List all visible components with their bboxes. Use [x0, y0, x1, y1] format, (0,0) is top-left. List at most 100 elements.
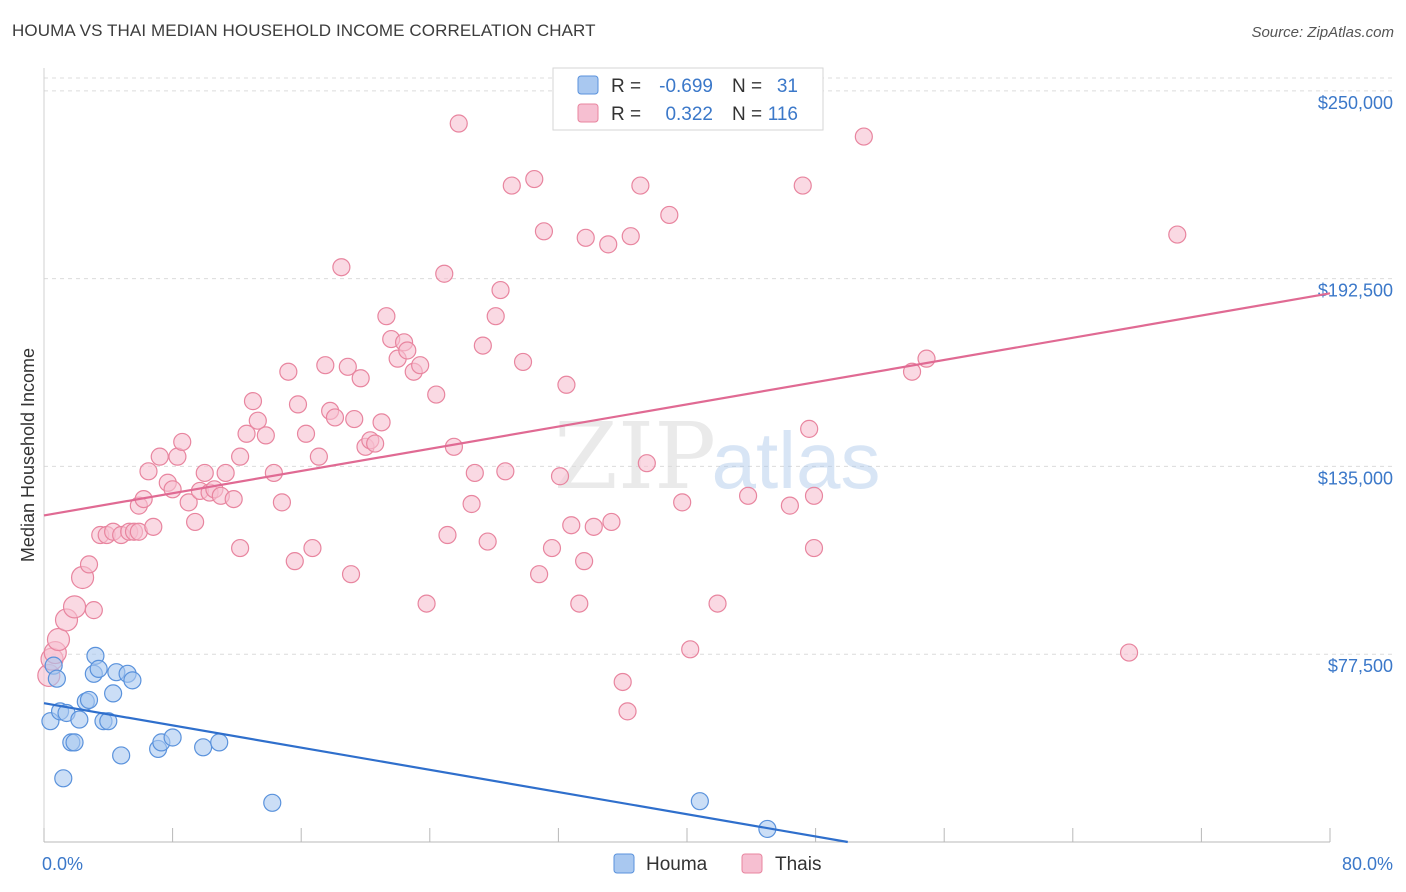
thais-point: [444, 437, 464, 456]
houma-point: [47, 669, 66, 688]
thais-point: [602, 512, 621, 532]
thais-point: [79, 555, 99, 574]
thais-point: [673, 493, 692, 512]
thais-point: [800, 419, 819, 438]
thais-point: [325, 408, 345, 427]
thais-point: [427, 385, 446, 404]
houma-point: [194, 738, 213, 757]
thais-point: [237, 424, 256, 443]
thais-point: [575, 552, 594, 571]
y-axis-label: Median Household Income: [18, 348, 38, 562]
thais-point: [195, 463, 214, 483]
legend: R = -0.699 N = 31 R = 0.322 N = 116: [552, 67, 824, 131]
houma-trend-line: [43, 702, 848, 844]
thais-point: [584, 517, 603, 536]
thais-trend-line: [43, 292, 1331, 517]
thais-point: [338, 357, 357, 376]
thais-point: [570, 594, 589, 613]
thais-point: [150, 447, 169, 466]
houma-point: [690, 792, 709, 811]
trend-lines: [43, 292, 1331, 844]
thais-point: [231, 538, 250, 558]
thais-point: [1119, 643, 1139, 662]
thais-point: [465, 463, 484, 483]
thais-point: [231, 447, 250, 466]
thais-point: [550, 467, 570, 486]
thais-point: [1168, 225, 1187, 244]
y-tick-labels: $77,500 $135,000 $192,500 $250,000: [1318, 93, 1393, 676]
watermark-zip: ZIP: [554, 403, 716, 510]
thais-point: [398, 341, 417, 360]
chart-title: HOUMA VS THAI MEDIAN HOUSEHOLD INCOME CO…: [12, 21, 596, 40]
thais-point: [576, 228, 595, 247]
houma-point: [54, 769, 73, 788]
x-tick-label-min: 0.0%: [42, 854, 83, 874]
thais-point: [411, 356, 430, 375]
houma-point: [123, 671, 142, 690]
houma-point: [163, 728, 182, 747]
thais-point: [780, 496, 799, 515]
thais-point: [525, 169, 544, 189]
thais-point: [793, 176, 812, 195]
thais-point: [309, 447, 328, 466]
thais-point: [417, 594, 436, 613]
thais-point: [438, 525, 457, 545]
thais-point: [530, 565, 549, 584]
thais-point: [216, 463, 235, 483]
thais-point: [332, 258, 351, 277]
thais-point: [902, 362, 922, 381]
legend-swatch-thais: [577, 103, 599, 123]
thais-point: [681, 640, 700, 659]
thais-point: [296, 424, 316, 443]
chart-source: Source: ZipAtlas.com: [1251, 24, 1394, 41]
thais-point: [144, 517, 163, 536]
thais-point: [303, 538, 322, 558]
thais-point: [486, 307, 505, 326]
thais-point: [243, 392, 263, 411]
thais-point: [473, 336, 492, 355]
thais-point: [478, 532, 497, 551]
x-tick-label-max: 80.0%: [1342, 854, 1393, 874]
legend-thais-n-label: N =: [732, 104, 762, 125]
thais-point: [599, 235, 618, 254]
thais-point: [621, 227, 640, 246]
thais-point: [557, 375, 576, 394]
bottom-legend-swatch-thais: [741, 853, 763, 874]
thais-point: [804, 538, 824, 558]
thais-point: [513, 352, 533, 372]
thais-point: [462, 494, 481, 514]
thais-point: [854, 127, 873, 146]
y-tick-label: $77,500: [1328, 656, 1393, 676]
thais-point: [248, 411, 267, 430]
thais-point: [256, 426, 275, 445]
legend-thais-n-value: 116: [768, 104, 798, 125]
thais-point: [562, 516, 581, 535]
houma-point: [112, 746, 131, 765]
bottom-legend-swatch-houma: [613, 853, 635, 874]
bottom-legend: Houma Thais: [613, 853, 821, 875]
bottom-legend-houma: Houma: [646, 854, 708, 875]
thais-point: [435, 264, 454, 283]
y-tick-label: $135,000: [1318, 468, 1393, 488]
thais-point: [738, 486, 758, 505]
legend-houma-n-label: N =: [732, 76, 762, 97]
legend-thais-r-label: R =: [611, 104, 641, 125]
thais-point: [288, 395, 308, 414]
houma-point: [263, 793, 282, 812]
houma-point: [99, 712, 118, 731]
watermark-atlas: atlas: [712, 416, 881, 505]
thais-point: [377, 307, 396, 326]
houma-point: [70, 710, 89, 729]
houma-point: [79, 690, 99, 710]
thais-point: [316, 356, 335, 375]
thais-point: [618, 702, 637, 721]
thais-point: [186, 512, 205, 532]
thais-point: [542, 538, 562, 558]
grid-lines: [44, 77, 1394, 655]
thais-point: [46, 627, 71, 652]
thais-point: [708, 594, 727, 613]
legend-houma-r-label: R =: [611, 76, 641, 97]
houma-points: [41, 646, 777, 839]
legend-houma-r-value: -0.699: [659, 76, 713, 97]
